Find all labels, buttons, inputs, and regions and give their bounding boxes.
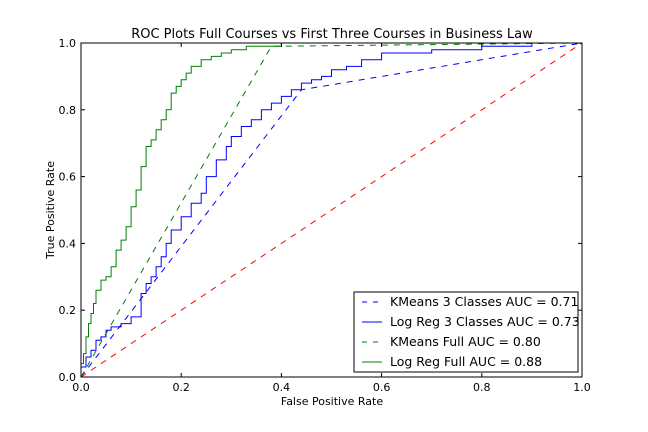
y-tick-label: 1.0 bbox=[59, 37, 77, 50]
series-line-4 bbox=[80, 42, 583, 378]
y-axis-ticks: 0.0 0.2 0.4 0.6 0.8 1.0 bbox=[59, 37, 582, 384]
x-tick-label: 0.0 bbox=[72, 381, 90, 394]
legend-label: KMeans 3 Classes AUC = 0.71 bbox=[390, 294, 578, 309]
legend-label: KMeans Full AUC = 0.80 bbox=[390, 334, 541, 349]
plot-frame bbox=[80, 42, 583, 378]
y-axis-label: True Positive Rate bbox=[44, 161, 57, 260]
chart-title: ROC Plots Full Courses vs First Three Co… bbox=[131, 27, 533, 42]
plot-lines bbox=[80, 42, 583, 378]
x-tick-label: 0.4 bbox=[273, 381, 291, 394]
series-line-3 bbox=[80, 42, 582, 377]
y-tick-label: 0.4 bbox=[59, 237, 77, 250]
y-tick-label: 0.6 bbox=[59, 171, 77, 184]
y-tick-label: 0.2 bbox=[59, 304, 77, 317]
x-axis-ticks: 0.0 0.2 0.4 0.6 0.8 1.0 bbox=[72, 43, 591, 394]
y-tick-label: 0.8 bbox=[59, 104, 77, 117]
x-tick-label: 0.2 bbox=[172, 381, 190, 394]
y-tick-label: 0.0 bbox=[59, 371, 77, 384]
x-tick-label: 0.6 bbox=[373, 381, 391, 394]
legend-label: Log Reg Full AUC = 0.88 bbox=[390, 354, 542, 369]
legend-frame bbox=[353, 291, 579, 373]
series-line-2 bbox=[80, 42, 583, 378]
x-tick-label: 1.0 bbox=[573, 381, 591, 394]
x-axis-label: False Positive Rate bbox=[281, 395, 383, 408]
legend: KMeans 3 Classes AUC = 0.71 Log Reg 3 Cla… bbox=[353, 291, 580, 373]
legend-label: Log Reg 3 Classes AUC = 0.73 bbox=[390, 314, 580, 329]
series-line-1 bbox=[80, 42, 582, 377]
x-tick-label: 0.8 bbox=[473, 381, 491, 394]
